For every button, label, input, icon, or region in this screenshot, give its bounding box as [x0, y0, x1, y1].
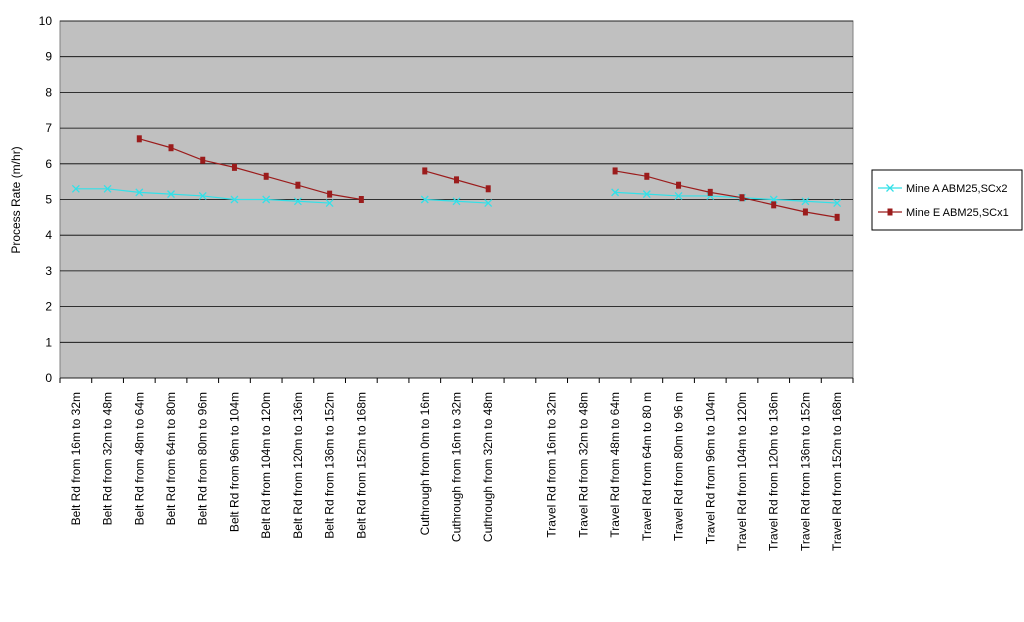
- x-tick-label: Belt Rd from 64m to 80m: [164, 392, 178, 525]
- x-tick-label: Belt Rd from 104m to 120m: [259, 392, 273, 539]
- legend-label: Mine E ABM25,SCx1: [906, 207, 1009, 219]
- marker: [327, 190, 333, 198]
- marker: [325, 199, 334, 208]
- y-tick-label: 1: [45, 335, 52, 349]
- legend: [871, 169, 1023, 231]
- y-tick-label: 4: [45, 228, 52, 242]
- marker: [71, 184, 80, 193]
- marker: [422, 167, 428, 175]
- marker: [198, 191, 207, 200]
- marker: [168, 144, 174, 152]
- marker: [454, 176, 459, 184]
- marker: [420, 195, 429, 204]
- marker: [771, 201, 777, 209]
- marker: [293, 197, 302, 206]
- marker: [887, 208, 893, 216]
- marker: [834, 213, 840, 221]
- x-tick-label: Cuthrough from 0m to 16m: [418, 392, 432, 535]
- x-tick-label: Belt Rd from 48m to 64m: [132, 392, 146, 525]
- x-tick-label: Belt Rd from 152m to 168m: [354, 392, 368, 539]
- x-tick-label: Belt Rd from 80m to 96m: [196, 392, 210, 525]
- marker: [611, 188, 620, 197]
- marker: [358, 196, 364, 203]
- x-tick-label: Cuthrough from 16m to 32m: [450, 392, 464, 542]
- x-tick-label: Travel Rd from 48m to 64m: [608, 392, 622, 538]
- marker: [485, 185, 491, 193]
- marker: [200, 156, 206, 164]
- marker: [295, 181, 301, 189]
- x-tick-label: Belt Rd from 136m to 152m: [323, 392, 337, 539]
- marker: [886, 184, 894, 192]
- marker: [135, 188, 144, 197]
- x-tick-label: Travel Rd from 104m to 120m: [735, 392, 749, 551]
- y-tick-label: 9: [45, 50, 52, 64]
- y-tick-label: 6: [45, 157, 52, 171]
- x-tick-label: Belt Rd from 32m to 48m: [101, 392, 115, 525]
- x-tick-label: Belt Rd from 120m to 136m: [291, 392, 305, 539]
- x-tick-label: Travel Rd from 96m to 104m: [703, 392, 717, 544]
- legend-label: Mine A ABM25,SCx2: [906, 183, 1008, 195]
- marker: [802, 208, 808, 216]
- marker: [674, 191, 683, 200]
- marker: [167, 190, 175, 199]
- x-tick-label: Travel Rd from 80m to 96 m: [672, 392, 686, 541]
- marker: [612, 167, 618, 175]
- x-tick-label: Travel Rd from 152m to 168m: [830, 392, 844, 551]
- marker: [833, 199, 842, 208]
- x-tick-label: Travel Rd from 32m to 48m: [576, 392, 590, 538]
- y-tick-label: 5: [45, 193, 52, 207]
- marker: [642, 190, 651, 199]
- y-tick-label: 2: [45, 300, 52, 314]
- marker: [262, 195, 271, 204]
- marker: [263, 172, 269, 180]
- marker: [707, 188, 713, 196]
- x-tick-label: Travel Rd from 120m to 136m: [767, 392, 781, 551]
- marker: [739, 194, 745, 202]
- y-axis-label: Process Rate (m/hr): [9, 146, 23, 253]
- marker: [230, 195, 239, 204]
- y-tick-label: 10: [39, 14, 53, 28]
- marker: [231, 163, 237, 171]
- y-tick-label: 0: [45, 371, 52, 385]
- y-tick-label: 8: [45, 85, 52, 99]
- x-tick-label: Belt Rd from 16m to 32m: [69, 392, 83, 525]
- marker: [103, 184, 112, 193]
- x-tick-label: Cuthrough from 32m to 48m: [481, 392, 495, 542]
- marker: [136, 135, 142, 143]
- marker: [484, 199, 493, 208]
- y-tick-label: 3: [45, 264, 52, 278]
- x-tick-label: Belt Rd from 96m to 104m: [227, 392, 241, 532]
- x-tick-label: Travel Rd from 136m to 152m: [798, 392, 812, 551]
- x-tick-label: Travel Rd from 16m to 32m: [545, 392, 559, 538]
- marker: [676, 181, 682, 189]
- marker: [801, 197, 810, 206]
- marker: [452, 197, 461, 206]
- marker: [644, 172, 650, 180]
- x-tick-label: Travel Rd from 64m to 80 m: [640, 392, 654, 541]
- y-tick-label: 7: [45, 121, 52, 135]
